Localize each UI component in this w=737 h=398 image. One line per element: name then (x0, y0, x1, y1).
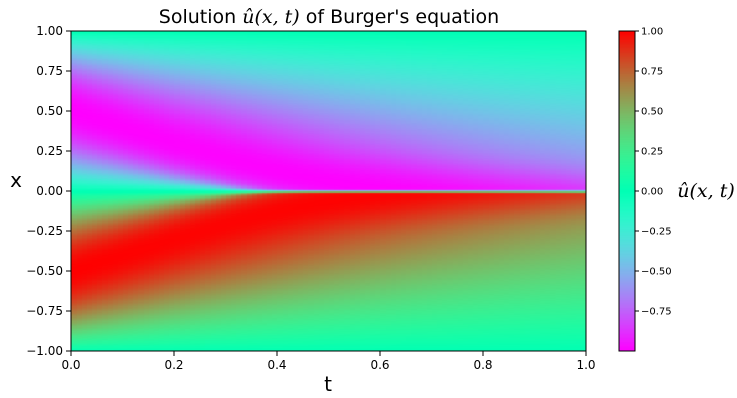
x-tick-label: 0.4 (267, 358, 286, 372)
x-tick-label: 0.6 (370, 358, 389, 372)
x-axis-label: t (324, 372, 332, 396)
colorbar-tick-label: −0.25 (641, 227, 672, 238)
chart-title: Solution û(x, t) of Burger's equation (159, 6, 499, 28)
heatmap-canvas (71, 31, 586, 351)
y-axis-ticks: 1.00 0.75 0.50 0.25 0.00 −0.25 −0.50 −0.75 −1.00 (26, 24, 71, 358)
title-prefix: Solution (159, 6, 242, 28)
y-tick-label: 0.00 (36, 184, 63, 198)
x-tick-label: 0.2 (164, 358, 183, 372)
colorbar-tick-label: 0.75 (641, 67, 663, 78)
y-tick-label: 0.75 (36, 64, 63, 78)
y-tick-label: 1.00 (36, 24, 63, 38)
title-suffix: of Burger's equation (300, 6, 500, 28)
colorbar-tick-label: 0.25 (641, 147, 663, 158)
heatmap-area (70, 30, 587, 352)
x-tick-label: 0.8 (473, 358, 492, 372)
y-tick-label: −0.75 (26, 304, 63, 318)
colorbar-label: û(x, t) (677, 180, 735, 202)
y-tick-label: −0.25 (26, 224, 63, 238)
colorbar-tick-label: −0.75 (641, 307, 672, 318)
y-tick-label: −1.00 (26, 344, 63, 358)
y-tick-label: 0.50 (36, 104, 63, 118)
y-axis-label: x (10, 168, 22, 192)
colorbar-tick-label: −0.50 (641, 267, 672, 278)
x-tick-label: 0.0 (61, 358, 80, 372)
title-math: û(x, t) (242, 6, 300, 28)
y-tick-label: 0.25 (36, 144, 63, 158)
x-tick-label: 1.0 (576, 358, 595, 372)
colorbar-ticks: 1.00 0.75 0.50 0.25 0.00 −0.25 −0.50 −0.75 (635, 27, 672, 318)
colorbar (618, 30, 636, 352)
colorbar-tick-label: 1.00 (641, 27, 663, 38)
x-axis-ticks: 0.0 0.2 0.4 0.6 0.8 1.0 (61, 351, 596, 372)
colorbar-canvas (619, 31, 635, 351)
colorbar-tick-label: 0.00 (641, 187, 663, 198)
colorbar-tick-label: 0.50 (641, 107, 663, 118)
y-tick-label: −0.50 (26, 264, 63, 278)
